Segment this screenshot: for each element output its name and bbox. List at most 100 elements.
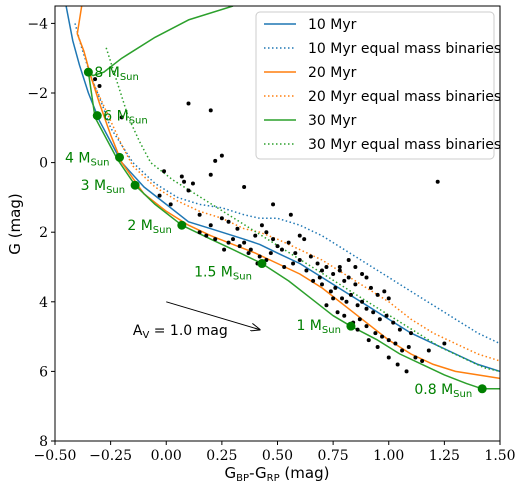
- star-point: [246, 251, 251, 256]
- star-point: [226, 219, 231, 224]
- y-axis-label: G (mag): [6, 193, 24, 254]
- star-point: [315, 261, 320, 266]
- star-point: [222, 247, 227, 252]
- mass-marker: [346, 321, 356, 331]
- star-point: [342, 313, 347, 318]
- star-point: [360, 299, 365, 304]
- mass-label: 1.5 MSun: [194, 265, 252, 283]
- star-point: [342, 278, 347, 283]
- star-point: [337, 265, 342, 269]
- mass-label: 1 MSun: [296, 318, 340, 336]
- legend-box: [255, 11, 495, 160]
- star-point: [297, 233, 302, 238]
- x-tick-label: 0.75: [318, 448, 349, 464]
- star-point: [186, 188, 191, 193]
- star-point: [226, 240, 231, 245]
- y-tick-label: 4: [39, 295, 48, 311]
- star-point: [293, 251, 298, 256]
- star-point: [282, 265, 287, 269]
- star-point: [397, 327, 402, 332]
- star-point: [380, 334, 385, 339]
- star-point: [219, 216, 224, 221]
- star-point: [355, 327, 360, 332]
- isochrone-1: [74, 23, 500, 345]
- star-point: [93, 77, 98, 82]
- star-point: [409, 331, 413, 336]
- mass-label: 0.8 MSun: [414, 382, 472, 400]
- star-point: [213, 237, 218, 242]
- star-point: [264, 230, 269, 235]
- star-point: [231, 237, 235, 242]
- star-point: [204, 233, 209, 238]
- star-point: [375, 345, 380, 350]
- star-point: [364, 275, 369, 280]
- star-point: [242, 184, 247, 189]
- star-point: [395, 362, 400, 367]
- mass-marker: [83, 67, 93, 77]
- star-points: [93, 77, 447, 374]
- star-point: [320, 282, 324, 287]
- legend-label: 10 Myr equal mass binaries: [308, 41, 501, 57]
- star-point: [442, 341, 447, 346]
- legend-label: 10 Myr: [308, 17, 357, 33]
- x-tick-label: 0.25: [206, 448, 237, 464]
- mass-label: 3 MSun: [81, 178, 125, 196]
- star-point: [331, 296, 336, 301]
- star-point: [420, 358, 425, 363]
- star-point: [311, 278, 316, 283]
- mass-label: 4 MSun: [65, 150, 109, 168]
- mass-label: 2 MSun: [127, 218, 171, 236]
- x-tick-label: −0.25: [89, 448, 132, 464]
- star-point: [157, 193, 162, 198]
- y-tick-label: 0: [39, 156, 48, 172]
- star-point: [259, 223, 264, 228]
- legend-label: 30 Myr: [308, 113, 357, 129]
- star-point: [355, 303, 360, 308]
- star-point: [253, 233, 258, 238]
- star-point: [404, 369, 409, 374]
- star-point: [271, 237, 276, 242]
- star-point: [291, 261, 296, 266]
- star-point: [366, 338, 371, 343]
- star-point: [406, 345, 411, 350]
- mass-marker: [130, 180, 140, 190]
- star-point: [331, 271, 336, 276]
- star-point: [375, 292, 380, 297]
- star-point: [386, 355, 391, 360]
- star-point: [213, 158, 218, 163]
- star-point: [324, 265, 329, 269]
- star-point: [297, 258, 302, 263]
- star-point: [304, 268, 309, 273]
- star-point: [197, 230, 202, 235]
- star-point: [119, 115, 124, 120]
- star-point: [248, 247, 253, 252]
- x-tick-label: 1.00: [373, 448, 404, 464]
- y-tick-label: 2: [39, 225, 48, 241]
- star-point: [337, 268, 342, 273]
- mass-marker: [115, 152, 125, 162]
- star-point: [186, 101, 191, 106]
- star-point: [340, 296, 345, 301]
- star-point: [373, 331, 378, 336]
- mass-labels: 8 MSun 6 MSun 4 MSun 3 MSun 2 MSun 1.5 MSun 1 …: [65, 65, 472, 400]
- star-point: [208, 223, 213, 228]
- star-point: [235, 226, 240, 231]
- star-point: [197, 212, 202, 217]
- isochrone-3: [87, 71, 500, 362]
- legend-label: 20 Myr equal mass binaries: [308, 89, 501, 105]
- star-point: [208, 172, 213, 177]
- star-point: [302, 237, 307, 242]
- star-point: [275, 244, 280, 249]
- x-tick-label: 0.50: [262, 448, 293, 464]
- star-point: [353, 282, 358, 287]
- star-point: [208, 108, 213, 113]
- star-point: [317, 275, 322, 280]
- star-point: [279, 247, 284, 252]
- legend-label: 20 Myr: [308, 65, 357, 81]
- star-point: [377, 317, 382, 322]
- star-point: [333, 285, 338, 290]
- star-point: [237, 244, 242, 249]
- star-point: [328, 289, 333, 294]
- star-point: [426, 348, 431, 353]
- star-point: [288, 212, 293, 217]
